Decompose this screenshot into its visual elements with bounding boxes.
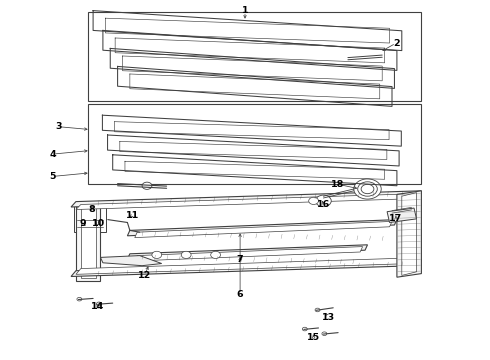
- Text: 14: 14: [91, 302, 105, 311]
- Text: 13: 13: [322, 313, 335, 322]
- Circle shape: [142, 182, 152, 189]
- Circle shape: [316, 195, 331, 207]
- Bar: [88, 12, 421, 101]
- Text: 18: 18: [331, 180, 345, 189]
- Bar: [88, 104, 421, 184]
- Text: 17: 17: [389, 214, 403, 223]
- Text: 11: 11: [125, 211, 139, 220]
- Text: 4: 4: [49, 150, 56, 158]
- Text: 16: 16: [317, 200, 330, 209]
- Bar: [74, 206, 106, 232]
- Text: 1: 1: [242, 5, 248, 14]
- Text: 10: 10: [92, 219, 104, 228]
- Circle shape: [354, 179, 381, 199]
- Polygon shape: [402, 193, 416, 275]
- Circle shape: [152, 251, 162, 258]
- Circle shape: [309, 197, 318, 204]
- Circle shape: [322, 332, 327, 336]
- Polygon shape: [76, 202, 100, 281]
- Polygon shape: [81, 203, 96, 278]
- Circle shape: [315, 308, 320, 312]
- Text: 7: 7: [237, 256, 244, 264]
- Polygon shape: [71, 260, 421, 276]
- Text: 3: 3: [55, 122, 62, 131]
- Text: 6: 6: [237, 290, 244, 299]
- Polygon shape: [127, 245, 368, 259]
- Text: 5: 5: [49, 172, 56, 181]
- Circle shape: [211, 251, 220, 258]
- Polygon shape: [127, 220, 397, 236]
- Polygon shape: [135, 221, 392, 238]
- Text: 2: 2: [393, 39, 400, 48]
- Polygon shape: [397, 191, 421, 277]
- Circle shape: [302, 327, 307, 331]
- Circle shape: [181, 251, 191, 258]
- Circle shape: [358, 182, 377, 196]
- Circle shape: [97, 302, 101, 306]
- Polygon shape: [135, 247, 363, 261]
- Circle shape: [77, 217, 83, 222]
- Text: 12: 12: [138, 271, 151, 280]
- Text: 8: 8: [89, 205, 96, 214]
- Text: 15: 15: [307, 333, 320, 342]
- Polygon shape: [71, 191, 421, 207]
- Polygon shape: [76, 194, 416, 210]
- Polygon shape: [387, 208, 416, 222]
- Circle shape: [77, 225, 83, 229]
- Circle shape: [361, 184, 374, 194]
- Text: 9: 9: [79, 219, 86, 228]
- Polygon shape: [76, 258, 416, 274]
- Circle shape: [77, 297, 82, 301]
- Polygon shape: [100, 256, 162, 266]
